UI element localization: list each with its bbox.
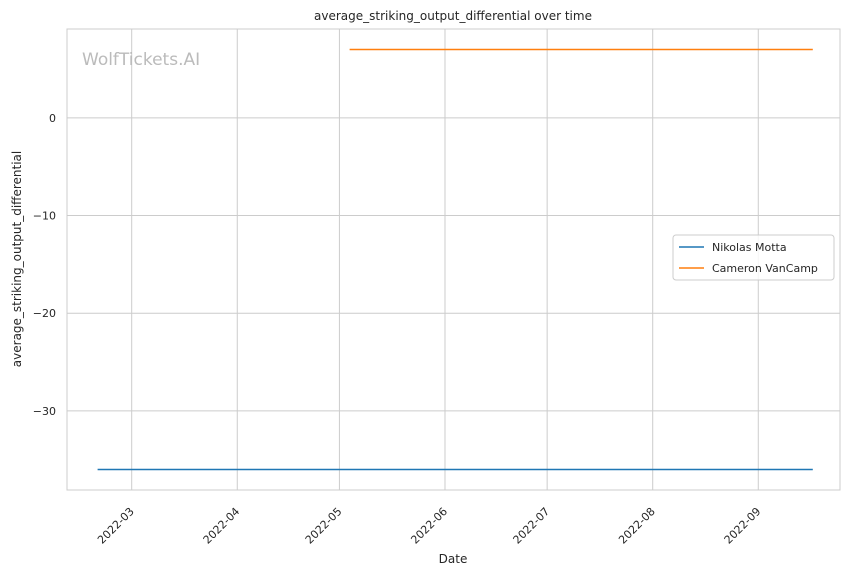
x-tick-label: 2022-03 [95,505,137,547]
legend-label: Cameron VanCamp [712,262,818,275]
x-axis-label: Date [439,552,468,566]
y-tick-label: 0 [49,112,56,125]
legend-box [672,234,835,281]
x-tick-label: 2022-08 [616,505,658,547]
watermark: WolfTickets.AI [82,50,200,70]
y-tick-label: −10 [33,210,56,223]
series-lines [97,48,813,471]
grid-lines [67,29,840,490]
y-tick-labels: 0 −10 −20 −30 [33,112,56,418]
x-tick-label: 2022-04 [201,505,243,547]
plot-frame [66,28,841,491]
x-tick-label: 2022-05 [303,505,345,547]
x-tick-label: 2022-07 [511,505,553,547]
y-axis-label: average_striking_output_differential [10,151,24,367]
x-tick-label: 2022-09 [722,505,764,547]
x-tick-label: 2022-06 [408,505,450,547]
x-tick-labels: 2022-03 2022-04 2022-05 2022-06 2022-07 2022-… [95,505,763,547]
legend-label: Nikolas Motta [712,241,787,254]
y-tick-label: −20 [33,307,56,320]
chart-title: average_striking_output_differential ove… [314,9,592,23]
y-tick-label: −30 [33,405,56,418]
legend: Nikolas Motta Cameron VanCamp [672,234,835,281]
